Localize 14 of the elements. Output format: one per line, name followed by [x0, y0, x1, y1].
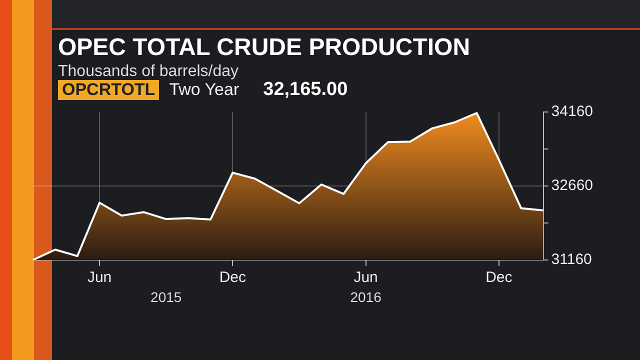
text: OPCRTOTL — [58, 80, 160, 100]
y-tick-label: 32660 — [551, 177, 594, 194]
text: Two Year — [169, 80, 240, 100]
text: 2015 — [150, 289, 182, 305]
y-tick-label: 31160 — [551, 251, 592, 268]
x-tick-label: Jun — [354, 269, 378, 286]
text: 2016 — [350, 289, 382, 305]
x-tick-label: Dec — [486, 269, 513, 286]
x-tick-label: Dec — [219, 269, 247, 286]
chart-title: OPEC TOTAL CRUDE PRODUCTION — [58, 34, 470, 62]
chart-subtitle: Thousands of barrels/day — [58, 63, 239, 81]
x-tick-label: Jun — [87, 269, 112, 286]
text: 32,165.00 — [263, 79, 348, 101]
y-tick-label: 34160 — [551, 103, 594, 120]
